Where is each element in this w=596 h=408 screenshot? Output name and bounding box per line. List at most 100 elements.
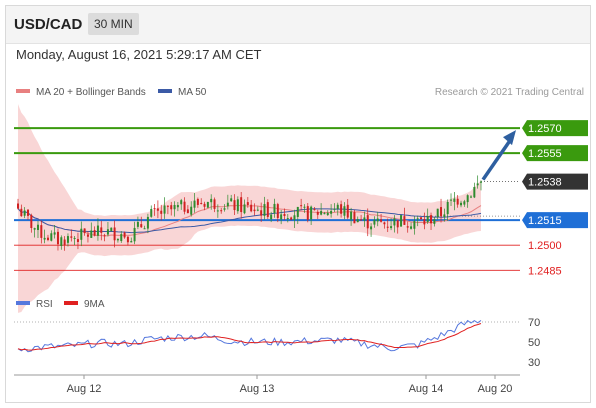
candle-body xyxy=(233,200,236,211)
candle-body xyxy=(120,234,123,242)
candle-body xyxy=(130,241,133,243)
candle-body xyxy=(353,212,356,224)
candle-body xyxy=(20,208,23,217)
candle-body xyxy=(410,226,413,229)
candle-body xyxy=(170,205,173,210)
candle-body xyxy=(23,210,26,216)
candle-body xyxy=(276,204,279,219)
candle-body xyxy=(350,211,353,220)
candle-body xyxy=(303,206,306,208)
candle-body xyxy=(313,209,316,211)
candle-body xyxy=(403,216,406,225)
level-tag-1.2570: 1.2570 xyxy=(528,123,562,135)
candle-body xyxy=(220,210,223,212)
candle-body xyxy=(373,219,376,225)
candle-body xyxy=(370,226,373,230)
candle-body xyxy=(56,231,59,245)
level-labels: 1.2570 1.2555 1.2538 1.2515 1.2500 1.2485 xyxy=(522,120,588,277)
chart-header: USD/CAD 30 MIN xyxy=(6,6,590,44)
candle-body xyxy=(216,210,219,212)
candle-body xyxy=(90,230,93,238)
rsi-legend-swatch xyxy=(16,301,30,305)
candle-body xyxy=(406,226,409,228)
forecast-arrow-shaft xyxy=(481,138,513,181)
candle-body xyxy=(360,219,363,221)
candle-body xyxy=(73,237,76,239)
candle-body xyxy=(176,205,179,208)
candle-body xyxy=(293,215,296,220)
candle-body xyxy=(116,238,119,241)
candle-body xyxy=(140,224,143,228)
candle-body xyxy=(253,209,256,212)
candle-body xyxy=(173,204,176,210)
chart-frame: USD/CAD 30 MIN Monday, August 16, 2021 5… xyxy=(5,5,591,403)
candle-body xyxy=(63,239,66,246)
candle-body xyxy=(480,181,482,183)
candle-body xyxy=(463,201,466,205)
x-tick-aug-12: Aug 12 xyxy=(67,383,102,395)
candle-body xyxy=(143,228,146,230)
rsi-legend-label: RSI xyxy=(36,299,53,310)
candle-body xyxy=(160,210,163,214)
candle-body xyxy=(390,226,393,229)
candle-body xyxy=(440,207,443,217)
candle-body xyxy=(113,227,116,241)
rsi-tick-50: 50 xyxy=(528,337,540,349)
candle-body xyxy=(180,200,183,205)
candle-body xyxy=(150,208,153,217)
rsi-ma-legend-swatch xyxy=(64,301,78,305)
candle-body xyxy=(203,203,206,207)
candle-body xyxy=(193,200,196,208)
candle-body xyxy=(80,228,83,240)
candle-body xyxy=(400,215,403,227)
ma50-legend-label: MA 50 xyxy=(178,87,207,98)
candle-body xyxy=(53,232,56,235)
candle-body xyxy=(96,225,99,236)
candle-body xyxy=(270,214,273,220)
candle-body xyxy=(246,202,249,206)
candle-body xyxy=(196,198,199,205)
candle-body xyxy=(436,208,439,217)
candle-body xyxy=(260,210,263,216)
candle-body xyxy=(340,204,343,214)
level-tag-bg xyxy=(522,145,588,162)
candle-body xyxy=(163,205,166,214)
candle-body xyxy=(250,204,253,212)
rsi-tick-30: 30 xyxy=(528,357,540,369)
candle-body xyxy=(166,205,169,207)
candle-body xyxy=(76,239,79,242)
candle-body xyxy=(106,229,109,235)
candle-body xyxy=(133,227,136,242)
ma20-legend-label: MA 20 + Bollinger Bands xyxy=(36,87,146,98)
rsi-line xyxy=(17,319,482,353)
candle-body xyxy=(336,204,339,209)
candle-body xyxy=(236,199,239,212)
bollinger-band-fill xyxy=(18,104,481,313)
candle-body xyxy=(283,213,286,217)
candle-body xyxy=(380,219,383,222)
candle-body xyxy=(476,183,479,186)
candle-body xyxy=(413,221,416,229)
candle-body xyxy=(280,214,283,220)
candle-body xyxy=(416,218,419,220)
candle-body xyxy=(110,227,113,231)
candle-body xyxy=(153,208,156,210)
price-levels xyxy=(14,127,520,271)
x-tick-aug-14: Aug 14 xyxy=(409,383,444,395)
candle-body xyxy=(266,202,269,217)
timeframe-badge[interactable]: 30 MIN xyxy=(88,13,139,35)
x-tick-aug-20: Aug 20 xyxy=(478,383,513,395)
candlesticks xyxy=(17,175,482,251)
candle-body xyxy=(210,198,213,203)
candle-body xyxy=(456,198,459,205)
candle-body xyxy=(330,210,333,214)
candle-body xyxy=(326,212,329,216)
candle-body xyxy=(86,234,89,237)
candle-body xyxy=(273,203,276,214)
level-tag-1.2555: 1.2555 xyxy=(528,148,562,160)
x-axis: Aug 12 Aug 13 Aug 14 Aug 20 xyxy=(67,375,513,395)
forecast-arrow-head xyxy=(503,130,516,146)
candle-body xyxy=(230,198,233,202)
candle-body xyxy=(363,217,366,221)
candle-body xyxy=(453,198,456,202)
